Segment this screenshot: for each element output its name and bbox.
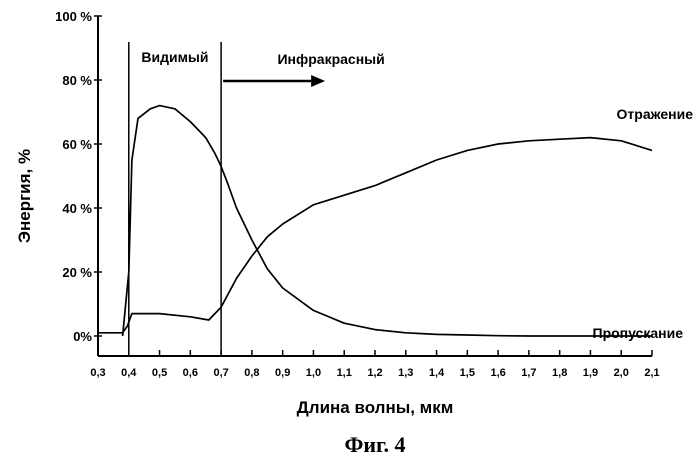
x-tick-label: 2,1 [644,367,659,379]
series-line-reflection [98,138,652,333]
region-markers: Видимый Инфракрасный [129,42,385,356]
x-tick-label: 0,9 [275,367,290,379]
series-label-reflection: Отражение [617,106,694,122]
y-tick-label: 0% [73,329,92,344]
x-tick-label: 0,8 [244,367,259,379]
y-tick-label: 80 % [62,73,92,88]
x-axis-title: Длина волны, мкм [297,398,454,417]
x-tick-label: 0,7 [213,367,228,379]
x-tick-label: 1,5 [460,367,475,379]
x-tick-label: 1,8 [552,367,567,379]
infrared-arrow-head [311,75,325,87]
x-tick-label: 0,3 [90,367,105,379]
x-tick-label: 1,4 [429,367,445,379]
y-tick-label: 100 % [55,9,92,24]
x-tick-label: 1,1 [337,367,352,379]
y-axis-title: Энергия, % [15,149,34,243]
x-tick-label: 2,0 [614,367,629,379]
y-tick-label: 60 % [62,137,92,152]
region-label-visible: Видимый [141,49,208,65]
x-tick-label: 0,4 [121,367,137,379]
x-tick-label: 1,6 [490,367,505,379]
x-tick-label: 1,0 [306,367,321,379]
y-tick-label: 20 % [62,265,92,280]
series-lines [98,106,652,336]
x-tick-label: 1,3 [398,367,413,379]
x-tick-label: 1,2 [367,367,382,379]
x-tick-label: 0,5 [152,367,167,379]
y-tick-label: 40 % [62,201,92,216]
chart-labels: Отражение Пропускание Энергия, % Длина волн… [15,106,693,457]
x-tick-label: 1,9 [583,367,598,379]
figure-caption: Фиг. 4 [344,432,405,457]
region-label-infrared: Инфракрасный [277,51,384,67]
series-label-transmission: Пропускание [593,325,684,341]
x-tick-label: 0,6 [183,367,198,379]
x-tick-label: 1,7 [521,367,536,379]
series-line-transmission [123,106,652,336]
